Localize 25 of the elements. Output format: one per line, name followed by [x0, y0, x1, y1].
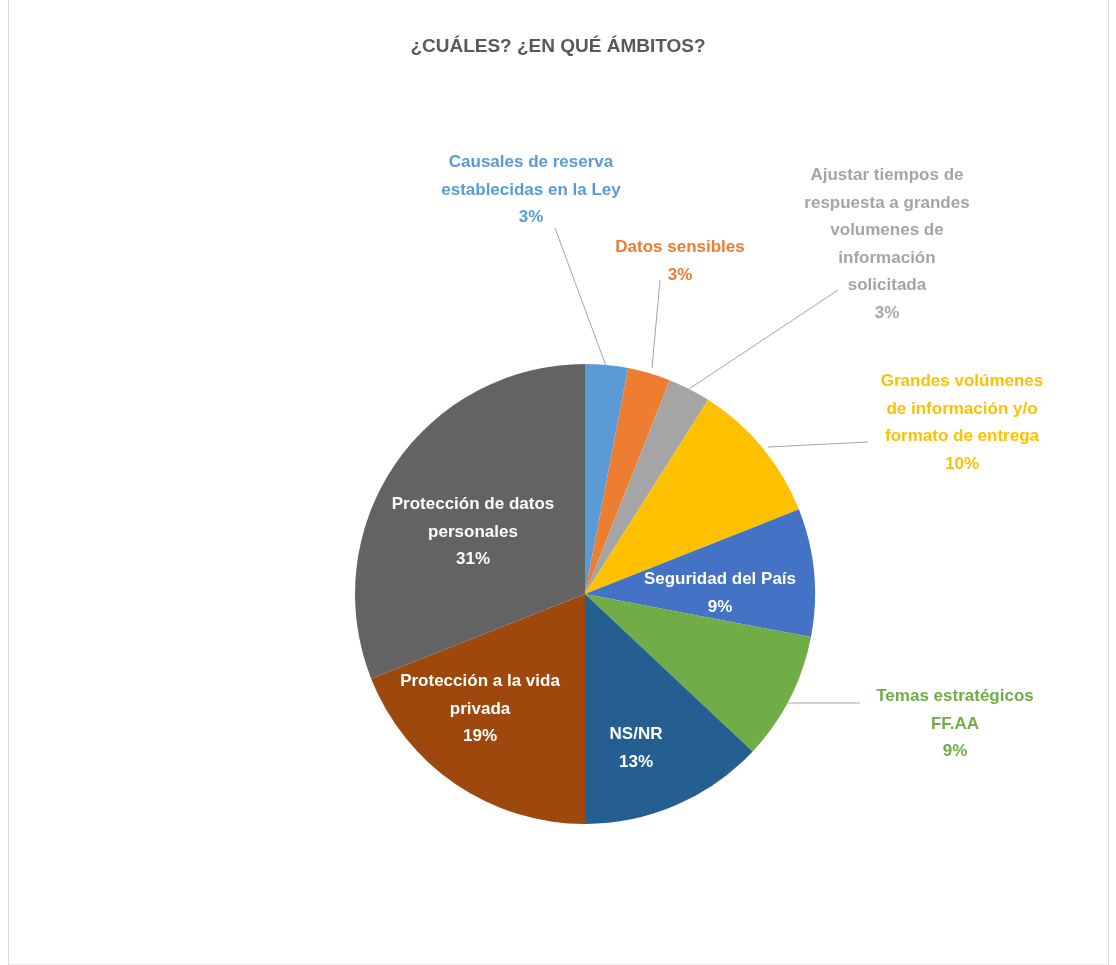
- data-label: 3%: [667, 264, 693, 284]
- pie-slice: [585, 399, 799, 594]
- data-label: 19%: [462, 726, 498, 745]
- data-label: 9%: [942, 741, 968, 760]
- pie-slice: [585, 594, 811, 752]
- slice-label: Grandes volúmenes de información y/o formato de entrega: [880, 371, 1044, 445]
- slice-label: Protección a la vida privada: [400, 671, 561, 718]
- chart-title: ¿CUÁLES? ¿EN QUÉ ÁMBITOS?: [410, 35, 706, 56]
- slice-label: Causales de reserva establecidas en la Ley: [441, 152, 622, 199]
- pie-slice: [585, 509, 815, 638]
- pie-slice: [585, 594, 753, 824]
- pie-slice: [585, 364, 629, 594]
- data-label: 3%: [874, 302, 900, 322]
- slice-label: NS/NR: [609, 724, 663, 743]
- data-label: 31%: [455, 549, 491, 568]
- slice-label: Datos sensibles: [615, 237, 745, 256]
- slice-label: Protección de datos personales: [391, 494, 555, 541]
- data-label: 10%: [944, 453, 980, 473]
- data-label: 3%: [518, 207, 544, 226]
- pie-slice: [371, 594, 585, 824]
- slice-label: Temas estratégicos FF.AA: [876, 686, 1034, 733]
- data-label: 9%: [707, 596, 733, 616]
- slice-label: Ajustar tiempos de respuesta a grandes volumenes de información solicitada: [804, 165, 970, 294]
- data-label: 13%: [618, 751, 654, 771]
- slice-label: Seguridad del País: [643, 569, 797, 588]
